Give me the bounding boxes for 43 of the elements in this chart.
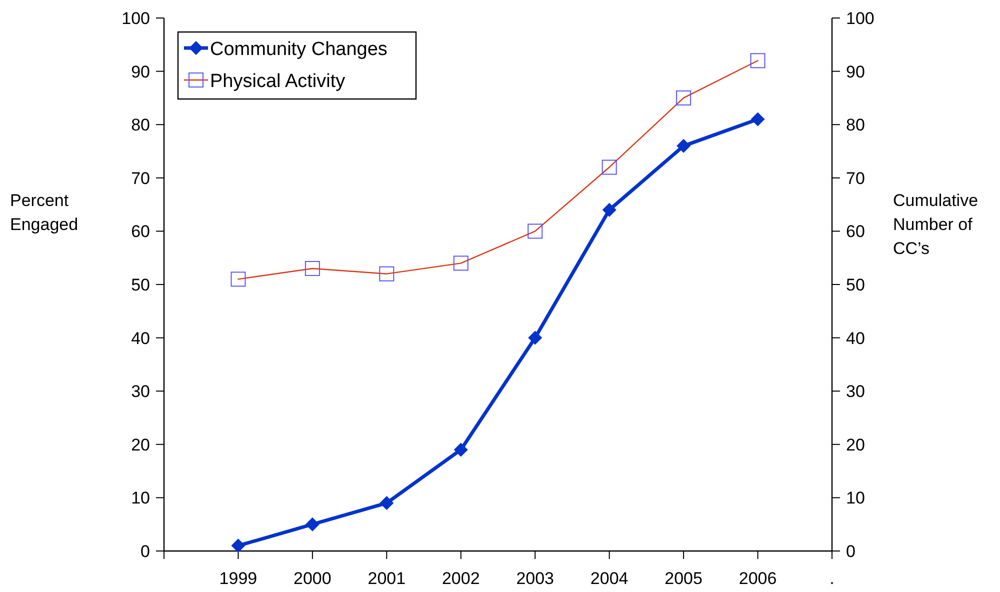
x-tick-label: 2001 [368, 569, 406, 588]
point [528, 330, 542, 345]
y-tick-label: 10 [131, 488, 150, 508]
y2-tick-label: 80 [846, 116, 865, 135]
point [750, 112, 765, 126]
y-tick-label: 50 [131, 276, 150, 294]
y-tick-label: 30 [131, 382, 150, 402]
y2-tick-label: 40 [846, 328, 865, 348]
y2-tick-label: 10 [846, 488, 865, 508]
point [380, 496, 394, 510]
x-tick-label: . [830, 569, 834, 588]
y-tick-label: 20 [131, 435, 150, 454]
x-tick-label: 1999 [219, 569, 258, 588]
y2-tick-label: 20 [846, 435, 865, 454]
x-tick-label: 2006 [738, 569, 777, 588]
y-tick-label: 40 [131, 328, 150, 348]
y-tick-label: 90 [131, 62, 150, 82]
point [231, 538, 246, 553]
point [454, 442, 468, 457]
y-tick-label: 60 [131, 222, 150, 242]
point [602, 202, 616, 217]
x-tick-label: 2003 [516, 569, 554, 588]
y-tick-label: 70 [131, 168, 150, 188]
y2-tick-label: 60 [846, 222, 865, 242]
y2-tick-label: 50 [846, 276, 865, 294]
legend-label: Community Changes [210, 39, 388, 60]
y2-tick-label: 70 [846, 168, 865, 188]
y-tick-label: 100 [122, 9, 150, 28]
y2-tick-label: 0 [846, 542, 856, 561]
y-tick-label: 0 [140, 542, 150, 561]
point [676, 138, 691, 153]
x-tick-label: 2004 [590, 569, 628, 588]
y-tick-label: 80 [131, 116, 150, 135]
y2-tick-label: 30 [846, 382, 865, 402]
y2-axis-title: Cumulative Number of CC’s [893, 191, 978, 258]
y-axis-title: Percent Engaged [10, 191, 78, 234]
y2-tick-label: 90 [846, 62, 865, 82]
y2-tick-label: 100 [846, 9, 874, 28]
x-tick-label: 2002 [442, 569, 480, 588]
point [305, 517, 320, 532]
legend-label: Physical Activity [210, 71, 346, 92]
x-tick-label: 2000 [294, 569, 332, 588]
x-tick-label: 2005 [664, 569, 702, 588]
